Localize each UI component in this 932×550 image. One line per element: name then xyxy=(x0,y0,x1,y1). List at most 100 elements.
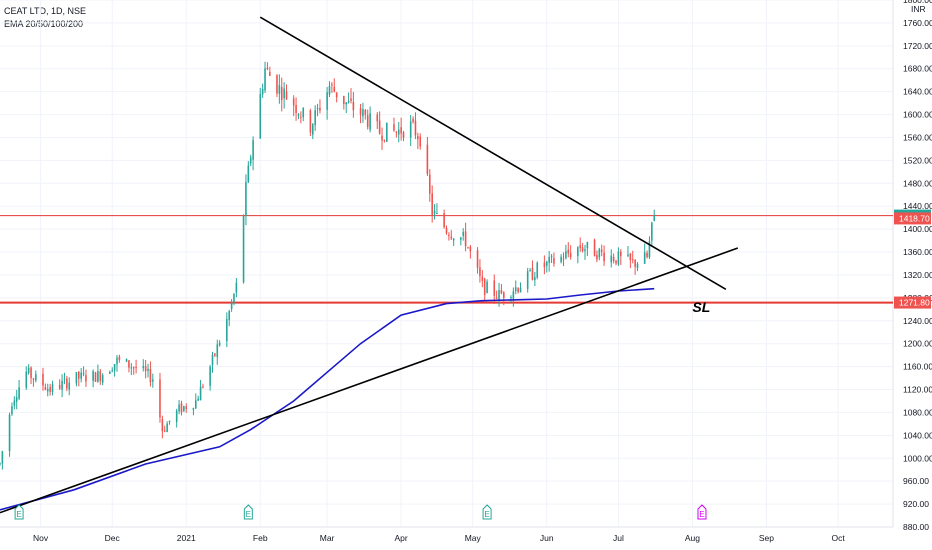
candle-body xyxy=(651,222,653,241)
candle-body xyxy=(498,289,500,300)
candle-body xyxy=(369,113,371,130)
candle-body xyxy=(77,371,80,379)
candle-body xyxy=(386,122,388,142)
candle xyxy=(643,243,646,264)
candle xyxy=(178,400,180,415)
candle-body xyxy=(252,140,254,160)
candle xyxy=(612,253,615,264)
candle xyxy=(443,209,445,229)
candle-body xyxy=(359,108,362,115)
candle-body xyxy=(247,165,250,183)
candle xyxy=(230,299,233,312)
candle-body xyxy=(376,114,379,122)
candle xyxy=(350,88,352,104)
candle xyxy=(450,230,453,241)
candle xyxy=(142,359,145,372)
candle xyxy=(526,267,529,293)
earnings-event-shape xyxy=(482,504,492,520)
candle xyxy=(80,368,82,383)
candle-body xyxy=(180,403,183,413)
candle-body xyxy=(292,98,295,106)
candle-body xyxy=(163,430,166,432)
candle-body xyxy=(467,247,469,249)
candle-body xyxy=(567,249,570,254)
price-axis-tick-label: 1040.00 xyxy=(903,430,932,440)
candle-body xyxy=(144,366,147,372)
candle-body xyxy=(450,236,453,239)
candle-body xyxy=(562,258,565,260)
candle xyxy=(218,340,221,347)
candle xyxy=(495,290,498,300)
candle-body xyxy=(646,252,648,258)
candle-body xyxy=(402,132,405,138)
candle-body xyxy=(486,281,488,293)
candle-body xyxy=(636,263,639,269)
candle xyxy=(135,359,137,374)
candle-body xyxy=(600,249,603,252)
candle xyxy=(331,82,333,93)
candle xyxy=(44,383,47,391)
candle-body xyxy=(615,260,617,264)
earnings-event-letter: E xyxy=(484,510,489,519)
candle-body xyxy=(366,115,369,127)
candle xyxy=(397,122,400,143)
candle xyxy=(266,62,269,71)
candle-body xyxy=(617,251,620,265)
chart-symbol-title[interactable]: CEAT LTD, 1D, NSE xyxy=(4,6,87,16)
candle-body xyxy=(66,378,68,389)
indicator-legend[interactable]: EMA 20/50/100/200 xyxy=(4,19,84,29)
candle xyxy=(636,262,639,272)
candle xyxy=(18,379,20,401)
candle xyxy=(132,366,135,375)
candle-body xyxy=(383,139,386,141)
candle-body xyxy=(178,404,180,412)
candle xyxy=(428,169,431,202)
candle-body xyxy=(61,380,63,390)
candle-body xyxy=(517,288,519,293)
candle-body xyxy=(331,84,333,86)
candle-body xyxy=(278,85,281,94)
candle-body xyxy=(27,367,30,373)
currency-label: INR xyxy=(911,4,926,14)
candle-body xyxy=(400,127,402,134)
candle-body xyxy=(44,387,47,390)
candle-body xyxy=(130,367,133,369)
candle-body xyxy=(199,386,202,401)
candle-body xyxy=(333,86,336,92)
candle-body xyxy=(419,136,422,147)
candle xyxy=(116,354,118,372)
candle xyxy=(476,247,479,274)
candle-body xyxy=(476,250,479,268)
candle xyxy=(197,395,199,401)
candle xyxy=(63,372,66,385)
candle-body xyxy=(116,357,118,365)
price-axis-tick-label: 880.00 xyxy=(903,522,929,532)
candle xyxy=(61,374,63,398)
candle-body xyxy=(598,248,601,258)
candle xyxy=(149,361,152,387)
candle xyxy=(209,364,211,391)
candle xyxy=(292,95,295,117)
candle xyxy=(448,232,450,241)
candle-body xyxy=(147,368,149,371)
candle-body xyxy=(18,387,20,399)
candle-body xyxy=(631,259,634,261)
candle-body xyxy=(295,104,297,113)
candle-body xyxy=(603,252,605,262)
candle xyxy=(603,245,605,266)
candle-body xyxy=(109,371,111,374)
candle-body xyxy=(218,342,221,346)
candle-body xyxy=(526,271,529,289)
price-axis-tick-label: 1560.00 xyxy=(903,132,932,142)
candle xyxy=(500,284,503,295)
candle-body xyxy=(584,249,586,252)
price-axis-tick-label: 1760.00 xyxy=(903,18,932,28)
candle xyxy=(335,92,338,103)
candle xyxy=(66,375,68,392)
candle-body xyxy=(378,120,381,134)
candle xyxy=(548,251,550,272)
candle xyxy=(417,132,419,150)
candle-body xyxy=(426,144,429,174)
candle xyxy=(92,369,94,388)
